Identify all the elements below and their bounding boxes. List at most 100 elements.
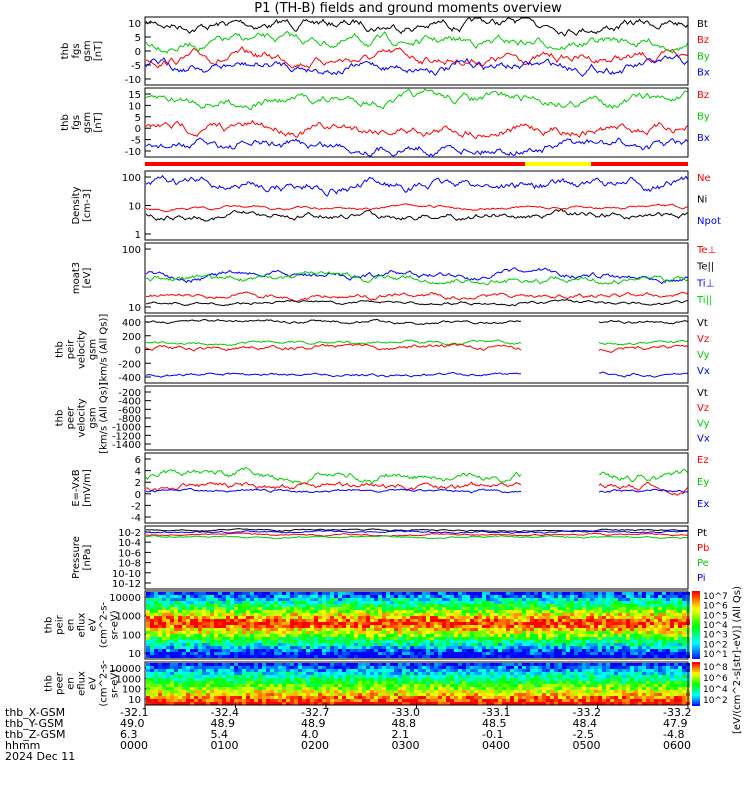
heatmap-cell xyxy=(158,675,162,678)
heatmap-cell xyxy=(234,601,238,604)
heatmap-cell xyxy=(606,619,610,622)
heatmap-cell xyxy=(682,652,686,655)
heatmap-cell xyxy=(218,634,222,637)
y-axis-label: [km/s (All Qs)] xyxy=(99,314,110,386)
heatmap-cell xyxy=(582,607,586,610)
heatmap-cell xyxy=(246,652,250,655)
heatmap-cell xyxy=(302,610,306,613)
heatmap-cell xyxy=(562,675,566,678)
heatmap-cell xyxy=(170,684,174,687)
heatmap-cell xyxy=(666,613,670,616)
y-tick-label: 100 xyxy=(122,173,141,184)
heatmap-cell xyxy=(370,595,374,598)
heatmap-cell xyxy=(594,622,598,625)
heatmap-cell xyxy=(682,610,686,613)
heatmap-cell xyxy=(366,669,370,672)
heatmap-cell xyxy=(650,601,654,604)
heatmap-cell xyxy=(450,619,454,622)
heatmap-cell xyxy=(214,663,218,666)
heatmap-cell xyxy=(302,655,306,658)
colorbar-cell xyxy=(692,609,700,611)
heatmap-cell xyxy=(266,628,270,631)
heatmap-cell xyxy=(342,696,346,699)
heatmap-cell xyxy=(298,675,302,678)
heatmap-cell xyxy=(158,699,162,702)
heatmap-cell xyxy=(462,699,466,702)
heatmap-cell xyxy=(250,634,254,637)
heatmap-cell xyxy=(286,672,290,675)
heatmap-cell xyxy=(338,634,342,637)
heatmap-cell xyxy=(194,610,198,613)
heatmap-cell xyxy=(174,592,178,595)
heatmap-cell xyxy=(574,666,578,669)
heatmap-cell xyxy=(178,631,182,634)
heatmap-cell xyxy=(362,592,366,595)
heatmap-cell xyxy=(346,696,350,699)
heatmap-cell xyxy=(346,675,350,678)
heatmap-cell xyxy=(422,666,426,669)
heatmap-cell xyxy=(530,666,534,669)
heatmap-cell xyxy=(682,634,686,637)
heatmap-cell xyxy=(226,610,230,613)
heatmap-cell xyxy=(338,675,342,678)
y-axis-label: eV xyxy=(88,618,99,631)
heatmap-cell xyxy=(322,622,326,625)
heatmap-cell xyxy=(510,690,514,693)
heatmap-cell xyxy=(366,616,370,619)
heatmap-cell xyxy=(254,666,258,669)
heatmap-cell xyxy=(194,669,198,672)
heatmap-cell xyxy=(466,613,470,616)
heatmap-cell xyxy=(638,681,642,684)
heatmap-cell xyxy=(438,610,442,613)
heatmap-cell xyxy=(626,684,630,687)
heatmap-cell xyxy=(274,595,278,598)
heatmap-cell xyxy=(318,598,322,601)
heatmap-cell xyxy=(638,592,642,595)
heatmap-cell xyxy=(366,625,370,628)
heatmap-cell xyxy=(466,640,470,643)
heatmap-cell xyxy=(226,613,230,616)
heatmap-cell xyxy=(346,634,350,637)
heatmap-cell xyxy=(430,610,434,613)
heatmap-cell xyxy=(258,699,262,702)
heatmap-cell xyxy=(598,696,602,699)
y-tick-label: 10000 xyxy=(109,593,141,604)
heatmap-cell xyxy=(366,640,370,643)
heatmap-cell xyxy=(630,690,634,693)
heatmap-cell xyxy=(218,684,222,687)
heatmap-cell xyxy=(530,669,534,672)
heatmap-cell xyxy=(262,631,266,634)
heatmap-cell xyxy=(658,607,662,610)
heatmap-cell xyxy=(410,616,414,619)
heatmap-cell xyxy=(562,625,566,628)
heatmap-cell xyxy=(230,684,234,687)
heatmap-cell xyxy=(502,693,506,696)
heatmap-cell xyxy=(374,598,378,601)
heatmap-cell xyxy=(678,595,682,598)
heatmap-cell xyxy=(394,601,398,604)
heatmap-cell xyxy=(394,604,398,607)
heatmap-cell xyxy=(442,604,446,607)
heatmap-cell xyxy=(534,666,538,669)
heatmap-cell xyxy=(210,625,214,628)
heatmap-cell xyxy=(402,687,406,690)
colorbar-cell xyxy=(692,593,700,595)
heatmap-cell xyxy=(514,628,518,631)
heatmap-cell xyxy=(182,646,186,649)
heatmap-cell xyxy=(522,684,526,687)
heatmap-cell xyxy=(198,628,202,631)
heatmap-cell xyxy=(258,595,262,598)
heatmap-cell xyxy=(366,628,370,631)
heatmap-cell xyxy=(198,649,202,652)
heatmap-cell xyxy=(482,663,486,666)
heatmap-cell xyxy=(534,619,538,622)
heatmap-cell xyxy=(146,699,150,702)
heatmap-cell xyxy=(150,610,154,613)
heatmap-cell xyxy=(566,687,570,690)
heatmap-cell xyxy=(506,604,510,607)
heatmap-cell xyxy=(378,687,382,690)
heatmap-cell xyxy=(510,643,514,646)
heatmap-cell xyxy=(206,663,210,666)
heatmap-cell xyxy=(374,616,378,619)
heatmap-cell xyxy=(354,655,358,658)
